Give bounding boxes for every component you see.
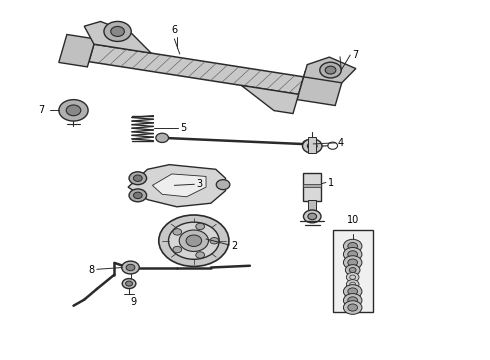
Circle shape (125, 281, 132, 286)
Circle shape (159, 215, 229, 266)
Bar (333, 230, 373, 312)
Text: 9: 9 (130, 297, 136, 307)
Circle shape (104, 22, 131, 41)
Text: 10: 10 (347, 215, 360, 225)
Polygon shape (84, 22, 151, 53)
Text: 7: 7 (38, 105, 44, 115)
Circle shape (111, 26, 124, 36)
Circle shape (343, 239, 362, 253)
Circle shape (348, 243, 358, 249)
Circle shape (173, 229, 182, 235)
Circle shape (59, 100, 88, 121)
Text: 4: 4 (338, 138, 343, 148)
Circle shape (66, 105, 81, 116)
Circle shape (348, 304, 358, 311)
Circle shape (348, 297, 358, 304)
Circle shape (325, 66, 336, 74)
Circle shape (343, 256, 362, 269)
Circle shape (348, 251, 358, 258)
Circle shape (343, 294, 362, 307)
Text: 5: 5 (181, 123, 187, 133)
Circle shape (186, 235, 202, 247)
Circle shape (179, 230, 208, 251)
Circle shape (169, 222, 219, 259)
Circle shape (320, 62, 341, 78)
Circle shape (302, 139, 322, 153)
Circle shape (156, 133, 169, 143)
Circle shape (216, 180, 230, 190)
Circle shape (346, 280, 359, 289)
Circle shape (133, 175, 142, 181)
Circle shape (173, 246, 182, 253)
Circle shape (349, 267, 356, 273)
Circle shape (129, 172, 147, 185)
Polygon shape (89, 44, 304, 94)
Circle shape (343, 301, 362, 314)
Circle shape (122, 261, 139, 274)
Circle shape (343, 248, 362, 261)
Bar (303, 173, 321, 202)
Text: 2: 2 (231, 241, 238, 251)
Circle shape (196, 223, 204, 230)
Circle shape (122, 279, 136, 289)
Polygon shape (152, 174, 206, 197)
Bar (308, 137, 316, 153)
Circle shape (346, 273, 359, 282)
Polygon shape (304, 57, 356, 83)
Text: 3: 3 (196, 179, 202, 189)
Polygon shape (297, 72, 343, 105)
Polygon shape (242, 85, 298, 113)
Circle shape (129, 189, 147, 202)
Text: 6: 6 (172, 25, 177, 35)
Circle shape (343, 285, 362, 298)
Polygon shape (128, 165, 225, 207)
Circle shape (303, 210, 321, 223)
Circle shape (307, 143, 317, 150)
Text: 8: 8 (89, 265, 95, 275)
Circle shape (348, 288, 358, 295)
Circle shape (196, 252, 204, 258)
Polygon shape (59, 35, 96, 67)
Circle shape (308, 213, 317, 220)
Circle shape (348, 259, 358, 266)
Circle shape (133, 192, 142, 199)
Circle shape (126, 264, 135, 271)
Text: 1: 1 (328, 177, 334, 188)
Bar (303, 184, 321, 187)
Circle shape (345, 265, 360, 275)
Text: 7: 7 (352, 50, 359, 60)
Circle shape (210, 238, 219, 244)
Bar (308, 200, 316, 212)
Circle shape (302, 140, 314, 149)
